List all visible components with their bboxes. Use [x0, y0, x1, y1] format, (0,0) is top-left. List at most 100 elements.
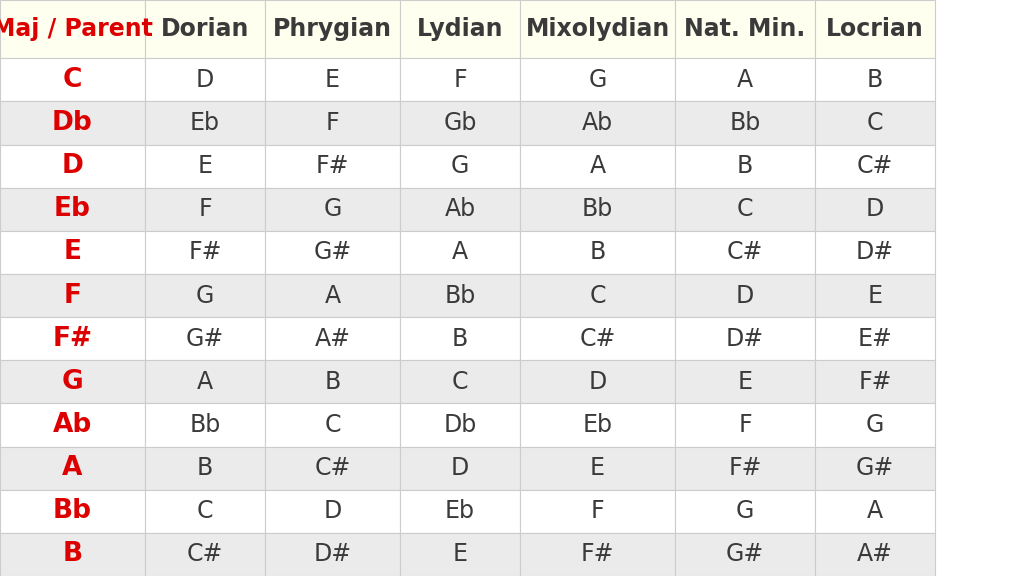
- Bar: [145, 360, 265, 403]
- Bar: [520, 403, 675, 446]
- Bar: [815, 188, 935, 231]
- Text: A: A: [590, 154, 605, 178]
- Bar: [520, 274, 675, 317]
- Bar: [265, 101, 400, 145]
- Text: C#: C#: [580, 327, 615, 351]
- Text: A: A: [737, 68, 753, 92]
- Text: A#: A#: [314, 327, 350, 351]
- Text: D: D: [736, 283, 754, 308]
- Text: A: A: [62, 455, 83, 481]
- Bar: [675, 58, 815, 101]
- Text: A: A: [197, 370, 213, 394]
- Text: G#: G#: [186, 327, 224, 351]
- Bar: [520, 533, 675, 576]
- Bar: [520, 231, 675, 274]
- Bar: [145, 490, 265, 533]
- Text: Locrian: Locrian: [826, 17, 924, 41]
- Bar: [265, 360, 400, 403]
- Bar: [145, 317, 265, 360]
- Bar: [675, 274, 815, 317]
- Bar: [520, 317, 675, 360]
- Bar: [0, 360, 145, 403]
- Text: Bb: Bb: [444, 283, 475, 308]
- Text: G#: G#: [856, 456, 894, 480]
- Text: G: G: [61, 369, 83, 395]
- Bar: [0, 317, 145, 360]
- Text: C: C: [325, 413, 341, 437]
- Bar: [0, 145, 145, 188]
- Text: F: F: [63, 282, 82, 309]
- Bar: [265, 533, 400, 576]
- Bar: [0, 188, 145, 231]
- Bar: [400, 0, 520, 58]
- Text: E: E: [453, 543, 468, 566]
- Text: F#: F#: [315, 154, 349, 178]
- Bar: [145, 231, 265, 274]
- Text: C: C: [736, 197, 754, 221]
- Text: F#: F#: [858, 370, 892, 394]
- Text: A: A: [325, 283, 341, 308]
- Text: E: E: [325, 68, 340, 92]
- Text: Mixolydian: Mixolydian: [525, 17, 670, 41]
- Bar: [400, 403, 520, 446]
- Bar: [265, 317, 400, 360]
- Text: D: D: [196, 68, 214, 92]
- Text: E: E: [867, 283, 883, 308]
- Text: E: E: [198, 154, 213, 178]
- Bar: [400, 360, 520, 403]
- Bar: [520, 58, 675, 101]
- Text: B: B: [867, 68, 883, 92]
- Text: G: G: [736, 499, 755, 523]
- Text: C: C: [589, 283, 606, 308]
- Text: Dorian: Dorian: [161, 17, 249, 41]
- Bar: [815, 274, 935, 317]
- Text: Bb: Bb: [53, 498, 92, 524]
- Bar: [145, 446, 265, 490]
- Text: F#: F#: [728, 456, 762, 480]
- Text: Lydian: Lydian: [417, 17, 503, 41]
- Bar: [815, 446, 935, 490]
- Text: D: D: [451, 456, 469, 480]
- Bar: [815, 317, 935, 360]
- Bar: [400, 58, 520, 101]
- Bar: [675, 231, 815, 274]
- Text: Ab: Ab: [582, 111, 613, 135]
- Text: A#: A#: [857, 543, 893, 566]
- Bar: [400, 145, 520, 188]
- Text: B: B: [452, 327, 468, 351]
- Text: D: D: [61, 153, 83, 179]
- Bar: [0, 101, 145, 145]
- Bar: [815, 101, 935, 145]
- Text: B: B: [325, 370, 341, 394]
- Bar: [145, 58, 265, 101]
- Bar: [145, 0, 265, 58]
- Text: G#: G#: [726, 543, 764, 566]
- Text: Nat. Min.: Nat. Min.: [684, 17, 806, 41]
- Text: Bb: Bb: [729, 111, 761, 135]
- Text: D: D: [866, 197, 884, 221]
- Bar: [0, 58, 145, 101]
- Bar: [815, 360, 935, 403]
- Bar: [400, 188, 520, 231]
- Text: C#: C#: [186, 543, 223, 566]
- Bar: [815, 145, 935, 188]
- Text: Eb: Eb: [54, 196, 91, 222]
- Text: C: C: [197, 499, 213, 523]
- Bar: [0, 274, 145, 317]
- Text: G: G: [866, 413, 884, 437]
- Text: Eb: Eb: [190, 111, 220, 135]
- Bar: [0, 446, 145, 490]
- Text: C: C: [452, 370, 468, 394]
- Bar: [815, 58, 935, 101]
- Bar: [400, 274, 520, 317]
- Bar: [815, 403, 935, 446]
- Text: Ab: Ab: [444, 197, 475, 221]
- Text: G: G: [196, 283, 214, 308]
- Bar: [520, 490, 675, 533]
- Bar: [145, 274, 265, 317]
- Text: F#: F#: [581, 543, 614, 566]
- Bar: [265, 274, 400, 317]
- Bar: [815, 533, 935, 576]
- Text: Bb: Bb: [582, 197, 613, 221]
- Text: Db: Db: [52, 110, 93, 136]
